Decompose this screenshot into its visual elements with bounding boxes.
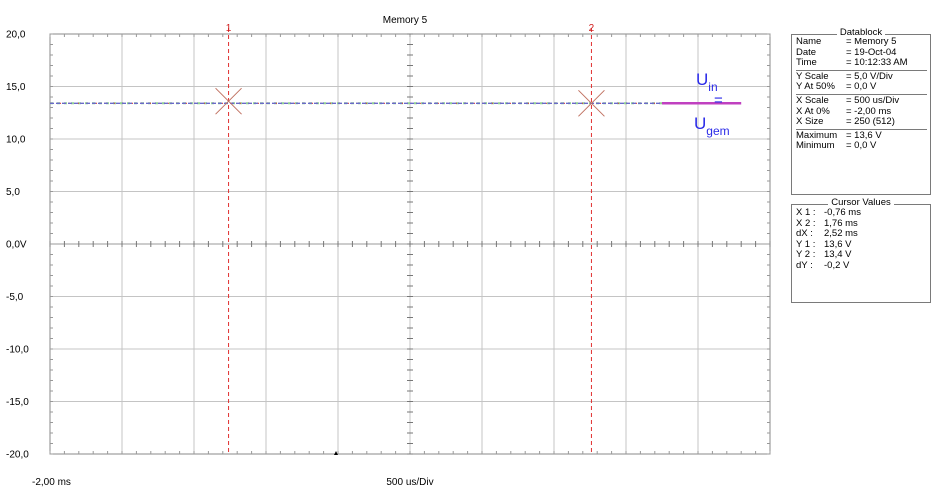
panel-row: Y 2 : 13,4 V — [796, 250, 927, 261]
y-tick-labels: 20,0 15,0 10,0 5,0 0,0V -5,0 -10,0 -15,0 -20,0 — [6, 30, 29, 461]
panel-row: Y Scale = 5,0 V/Div — [796, 70, 927, 83]
panel-row: Maximum = 13,6 V — [796, 129, 927, 142]
annotation-u-in: Uin — [696, 70, 718, 94]
row-key: dX : — [796, 228, 813, 240]
y-tick-label: -15,0 — [6, 397, 29, 408]
cursor-values-panel: Cursor Values X 1 : -0,76 ms X 2 :1,76 ms d… — [791, 197, 931, 303]
row-separator — [796, 93, 927, 95]
row-value: = 19-Oct-04 — [846, 46, 897, 58]
row-key: X 1 : — [796, 207, 816, 218]
panel-row: X Scale = 500 us/Div — [796, 94, 927, 107]
row-value: = -2,00 ms — [846, 105, 892, 117]
row-key: X At 0% — [796, 105, 830, 117]
panel-row: Y At 50% = 0,0 V — [796, 82, 927, 93]
datablock-rows: Name = Memory 5 Date = 19-Oct-04 Time = 10:12… — [796, 36, 927, 152]
datablock-title: Datablock — [792, 27, 930, 39]
row-value: = 5,0 V/Div — [846, 70, 893, 82]
row-separator — [796, 128, 927, 130]
row-value: = 500 us/Div — [846, 94, 900, 106]
y-tick-label: -5,0 — [6, 292, 24, 303]
voltage-annotation: Uin = Ugem — [694, 70, 730, 138]
row-key: X Scale — [796, 94, 829, 106]
panel-row: X 1 : -0,76 ms — [796, 207, 927, 219]
x-scale-label: 500 us/Div — [386, 477, 433, 488]
row-value: -0,76 ms — [824, 207, 861, 218]
row-value: 1,76 ms — [824, 217, 858, 229]
panel-row: Name = Memory 5 — [796, 36, 927, 48]
panel-row: X Size = 250 (512) — [796, 117, 927, 128]
row-key: Time — [796, 57, 817, 69]
panel-row: X At 0% = -2,00 ms — [796, 105, 927, 118]
y-tick-label: 0,0V — [6, 240, 27, 251]
y-tick-label: 10,0 — [6, 135, 26, 146]
row-value: 13,4 V — [824, 249, 852, 261]
y-tick-label: 15,0 — [6, 82, 26, 93]
datablock-panel: Datablock Name = Memory 5 Date = 19-Oct-04 T… — [791, 27, 931, 195]
cursor-marker[interactable] — [578, 89, 605, 117]
row-key: Y 2 : — [796, 249, 816, 261]
y-tick-label: 5,0 — [6, 187, 20, 198]
row-value: = 0,0 V — [846, 140, 877, 152]
panel-row: Minimum = 0,0 V — [796, 141, 927, 152]
row-key: X Size — [796, 116, 824, 128]
row-key: Y At 50% — [796, 81, 835, 93]
panel-row: dY : -0,2 V — [796, 259, 927, 272]
annotation-u-gem: Ugem — [694, 114, 730, 138]
row-value: 13,6 V — [824, 238, 852, 250]
row-value: = 0,0 V — [846, 81, 877, 93]
x-start-label: -2,00 ms — [32, 477, 71, 488]
panel-row: Y 1 : 13,6 V — [796, 238, 927, 251]
panel-row: Date = 19-Oct-04 — [796, 46, 927, 59]
cursor-label: 1 — [226, 23, 232, 34]
row-value: = 13,6 V — [846, 129, 882, 141]
row-separator — [796, 69, 927, 71]
annotation-equals: = — [714, 92, 723, 109]
row-value: = 250 (512) — [846, 116, 895, 128]
y-tick-label: -20,0 — [6, 450, 29, 461]
row-key: X 2 : — [796, 217, 816, 229]
panel-row: Time = 10:12:33 AM — [796, 58, 927, 69]
plot-ticks — [49, 33, 771, 455]
cursor-label: 2 — [589, 23, 595, 34]
y-tick-label: 20,0 — [6, 30, 26, 41]
y-tick-label: -10,0 — [6, 345, 29, 356]
row-value: -0,2 V — [824, 259, 850, 271]
trigger-marker — [334, 451, 338, 455]
panel-row: X 2 : 1,76 ms — [796, 217, 927, 230]
cursor-values-title: Cursor Values — [792, 197, 930, 209]
cursor-values-rows: X 1 : -0,76 ms X 2 :1,76 ms dX :2,52 ms Y 1 … — [796, 207, 927, 272]
row-key: Name — [796, 36, 822, 47]
row-key: dY : — [796, 259, 813, 271]
row-key: Maximum — [796, 129, 838, 141]
panel-row: dX : 2,52 ms — [796, 229, 927, 240]
row-key: Y Scale — [796, 70, 829, 82]
row-key: Date — [796, 46, 817, 58]
row-key: Y 1 : — [796, 238, 816, 250]
row-value: = 10:12:33 AM — [846, 57, 908, 69]
plot-title: Memory 5 — [383, 15, 428, 26]
row-value: 2,52 ms — [824, 228, 858, 240]
cursor-marker[interactable] — [215, 87, 242, 115]
row-key: Minimum — [796, 140, 835, 152]
row-value: = Memory 5 — [846, 36, 897, 47]
